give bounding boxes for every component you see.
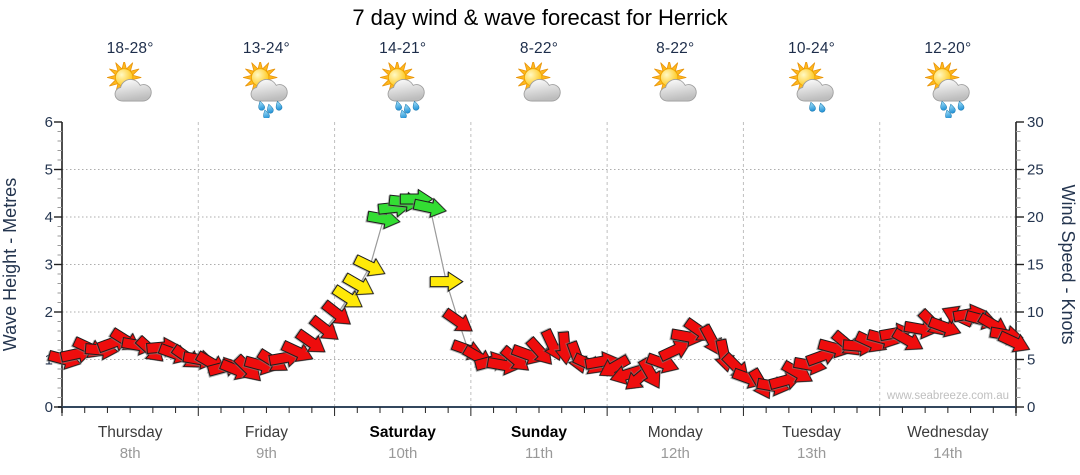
day-header-tuesday: 10-24°: [757, 40, 867, 118]
wind-arrow: [331, 284, 363, 308]
day-label: Tuesday: [782, 424, 841, 441]
wind-arrow: [441, 307, 473, 332]
right-tick-label: 30: [1027, 114, 1044, 131]
weather-icon-sun-cloud: [652, 62, 697, 102]
left-tick-label: 0: [45, 399, 53, 416]
right-tick-label: 25: [1027, 162, 1044, 179]
right-tick-label: 10: [1027, 304, 1044, 321]
wind-arrow: [352, 254, 386, 277]
page-title: 7 day wind & wave forecast for Herrick: [352, 5, 728, 30]
cloud-icon: [387, 78, 425, 102]
wind-arrow: [525, 335, 553, 365]
raindrop-icon: [412, 100, 419, 111]
day-label: Thursday: [98, 424, 163, 441]
wind-arrow: [308, 314, 339, 340]
temperature-range: 8-22°: [519, 40, 559, 57]
cloud-icon: [796, 78, 834, 102]
temperature-range: 13-24°: [242, 40, 290, 57]
cloud-icon: [251, 78, 289, 102]
temperature-range: 8-22°: [656, 40, 695, 57]
temperature-range: 12-20°: [924, 40, 972, 57]
day-header-wednesday: 12-20°: [893, 40, 1003, 118]
temperature-range: 14-21°: [379, 40, 427, 57]
day-label: Sunday: [511, 424, 567, 441]
left-tick-label: 6: [45, 114, 53, 131]
right-axis-title: Wind Speed - Knots: [1058, 184, 1078, 344]
raindrop-icon: [258, 100, 266, 111]
date-label: 8th: [120, 445, 141, 462]
right-tick-label: 20: [1027, 209, 1044, 226]
raindrop-icon: [395, 100, 402, 111]
wind-arrow: [320, 299, 352, 325]
weather-icon-sun-cloud-rain: [243, 62, 289, 118]
left-tick-label: 5: [45, 162, 53, 179]
weather-icon-sun-cloud-rain: [924, 62, 970, 118]
weather-icon-sun-cloud-showers: [788, 62, 834, 113]
weather-icon-sun-cloud: [515, 62, 561, 102]
day-header-monday: 8-22°: [620, 40, 730, 118]
raindrop-icon: [403, 103, 411, 114]
wind-arrow: [609, 364, 644, 386]
watermark: www.seabreeze.com.au: [886, 390, 1009, 402]
day-label: Friday: [245, 424, 288, 441]
wind-arrow: [997, 330, 1031, 353]
day-header-thursday: 18-28°: [75, 40, 185, 118]
right-tick-label: 5: [1027, 352, 1035, 369]
raindrop-icon: [263, 109, 271, 118]
left-tick-label: 2: [45, 304, 53, 321]
raindrop-icon: [948, 103, 956, 114]
date-label: 14th: [933, 445, 962, 462]
wind-arrow: [891, 327, 924, 351]
wind-arrow: [658, 339, 692, 362]
temperature-range: 10-24°: [788, 40, 836, 57]
day-header-friday: 13-24°: [211, 40, 321, 118]
date-label: 12th: [661, 445, 690, 462]
wind-arrow: [412, 197, 448, 219]
day-header-sunday: 8-22°: [484, 40, 594, 118]
wind-arrow: [637, 356, 661, 389]
cloud-icon: [114, 78, 152, 102]
raindrop-icon: [267, 103, 274, 114]
date-label: 10th: [388, 445, 417, 462]
day-label: Saturday: [370, 424, 437, 441]
left-tick-label: 4: [45, 209, 53, 226]
date-label: 11th: [525, 445, 553, 462]
left-tick-label: 3: [45, 257, 53, 274]
raindrop-icon: [945, 109, 952, 118]
right-tick-label: 0: [1027, 399, 1035, 416]
right-tick-label: 15: [1027, 257, 1044, 274]
temperature-range: 18-28°: [106, 40, 154, 57]
day-header-saturday: 14-21°: [348, 40, 458, 118]
raindrop-icon: [940, 100, 947, 111]
wind-arrow: [342, 272, 375, 296]
day-label: Wednesday: [907, 424, 989, 441]
raindrop-icon: [399, 109, 407, 118]
cloud-icon: [659, 78, 697, 102]
wind-arrow: [699, 323, 723, 356]
day-label: Monday: [648, 424, 703, 441]
raindrop-icon: [808, 101, 816, 112]
cloud-icon: [523, 78, 561, 102]
wind-arrow: [280, 339, 314, 362]
date-label: 13th: [797, 445, 826, 462]
raindrop-icon: [818, 102, 825, 113]
cloud-icon: [932, 78, 970, 102]
weather-icon-sun-cloud: [107, 62, 152, 102]
left-axis-title: Wave Height - Metres: [0, 178, 20, 351]
raindrop-icon: [276, 100, 283, 111]
raindrop-icon: [957, 100, 965, 111]
wind-arrow: [294, 328, 326, 353]
wind-arrow: [927, 316, 962, 338]
date-label: 9th: [256, 445, 277, 462]
weather-icon-sun-cloud-rain: [379, 62, 425, 118]
wind-arrow: [429, 271, 464, 293]
